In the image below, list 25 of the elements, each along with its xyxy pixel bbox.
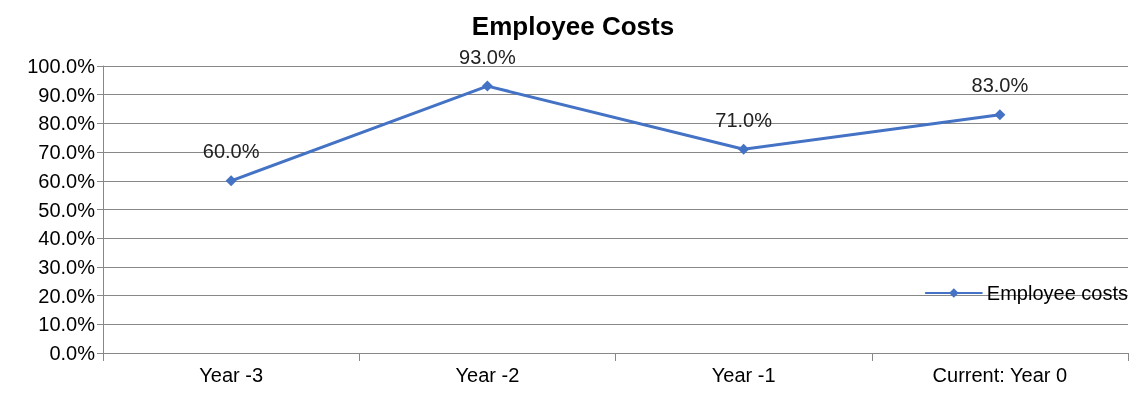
data-label: 71.0%: [715, 108, 773, 131]
y-tick-label: 50.0%: [38, 198, 96, 221]
data-label: 83.0%: [971, 74, 1029, 97]
y-tick-label: 100.0%: [27, 55, 96, 77]
x-tick-label: Year -3: [199, 364, 263, 386]
point: [225, 175, 237, 187]
point: [994, 109, 1006, 121]
y-tick-label: 10.0%: [38, 313, 96, 336]
legend-label: Employee costs: [986, 282, 1128, 304]
x-tick-label: Year -2: [455, 364, 520, 386]
point: [481, 80, 493, 92]
y-tick-label: 70.0%: [38, 141, 96, 164]
y-tick-label: 30.0%: [38, 255, 96, 278]
chart-title: Employee Costs: [471, 11, 675, 41]
y-tick-label: 40.0%: [38, 227, 96, 250]
y-tick-label: 80.0%: [38, 112, 96, 135]
data-label: 93.0%: [459, 45, 516, 68]
x-tick-label: Year -1: [711, 364, 776, 386]
y-tick-label: 60.0%: [38, 169, 96, 192]
x-tick-label: Current: Year 0: [932, 364, 1068, 386]
y-tick-label: 90.0%: [38, 83, 96, 106]
data-label: 60.0%: [202, 140, 260, 163]
point: [738, 143, 750, 155]
y-tick-label: 20.0%: [38, 284, 96, 307]
y-tick-label: 0.0%: [49, 342, 96, 364]
